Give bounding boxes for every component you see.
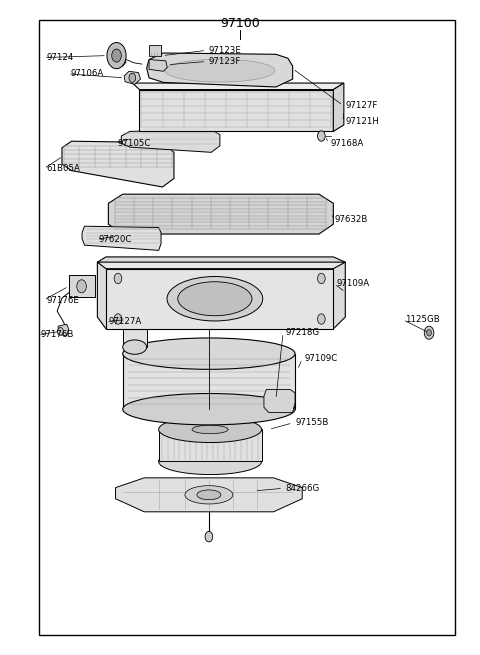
Polygon shape (123, 354, 295, 409)
Polygon shape (121, 130, 220, 153)
Text: 97124: 97124 (46, 53, 73, 62)
Text: 97218G: 97218G (286, 328, 320, 337)
Text: 97100: 97100 (220, 17, 260, 30)
Polygon shape (106, 269, 333, 329)
Ellipse shape (123, 394, 295, 425)
Ellipse shape (123, 340, 147, 354)
Text: 97632B: 97632B (335, 215, 368, 224)
Text: 97123F: 97123F (209, 57, 241, 66)
Text: 1125GB: 1125GB (405, 315, 440, 324)
Polygon shape (97, 262, 345, 269)
Circle shape (318, 314, 325, 324)
Text: 97176E: 97176E (46, 295, 79, 305)
Text: 97127F: 97127F (345, 101, 378, 110)
Ellipse shape (123, 285, 147, 299)
Polygon shape (264, 390, 295, 413)
Text: 97109C: 97109C (305, 354, 338, 364)
Circle shape (58, 328, 63, 335)
Polygon shape (132, 83, 344, 90)
Circle shape (205, 531, 213, 542)
Ellipse shape (197, 490, 221, 500)
Bar (69, 275, 95, 297)
Circle shape (114, 314, 122, 324)
Circle shape (77, 280, 86, 293)
Text: 61B05A: 61B05A (46, 164, 80, 173)
Text: 97109A: 97109A (336, 279, 370, 288)
Text: 97620C: 97620C (99, 234, 132, 244)
Polygon shape (108, 194, 333, 234)
Circle shape (107, 43, 126, 69)
Ellipse shape (165, 59, 275, 82)
Polygon shape (333, 83, 344, 132)
Polygon shape (62, 141, 174, 187)
Polygon shape (116, 478, 302, 512)
Polygon shape (123, 292, 147, 347)
Polygon shape (149, 60, 167, 71)
Polygon shape (147, 53, 293, 87)
Polygon shape (158, 430, 262, 462)
Ellipse shape (178, 282, 252, 316)
Polygon shape (82, 226, 161, 250)
Polygon shape (140, 90, 333, 132)
Ellipse shape (123, 338, 295, 369)
Ellipse shape (158, 417, 262, 443)
Circle shape (129, 73, 136, 83)
Circle shape (112, 49, 121, 62)
Polygon shape (115, 54, 126, 66)
Circle shape (114, 273, 122, 284)
Ellipse shape (192, 425, 228, 434)
Text: 97123E: 97123E (209, 46, 242, 55)
Text: 97127A: 97127A (108, 317, 142, 326)
Polygon shape (124, 71, 141, 84)
Text: 97105C: 97105C (118, 139, 151, 147)
Circle shape (318, 273, 325, 284)
Text: 97168A: 97168A (331, 139, 364, 147)
Ellipse shape (167, 276, 263, 321)
Text: 97155B: 97155B (295, 419, 328, 428)
Bar (39, 20, 456, 635)
Ellipse shape (185, 485, 233, 504)
Text: 97176B: 97176B (40, 330, 74, 339)
Circle shape (318, 131, 325, 141)
Circle shape (424, 326, 434, 339)
Ellipse shape (158, 449, 262, 475)
Polygon shape (97, 257, 345, 329)
Circle shape (427, 329, 432, 336)
Text: 84266G: 84266G (286, 484, 320, 493)
Text: 97106A: 97106A (70, 69, 103, 79)
Text: 97121H: 97121H (345, 117, 379, 126)
Bar (149, 45, 161, 56)
Polygon shape (58, 324, 69, 336)
